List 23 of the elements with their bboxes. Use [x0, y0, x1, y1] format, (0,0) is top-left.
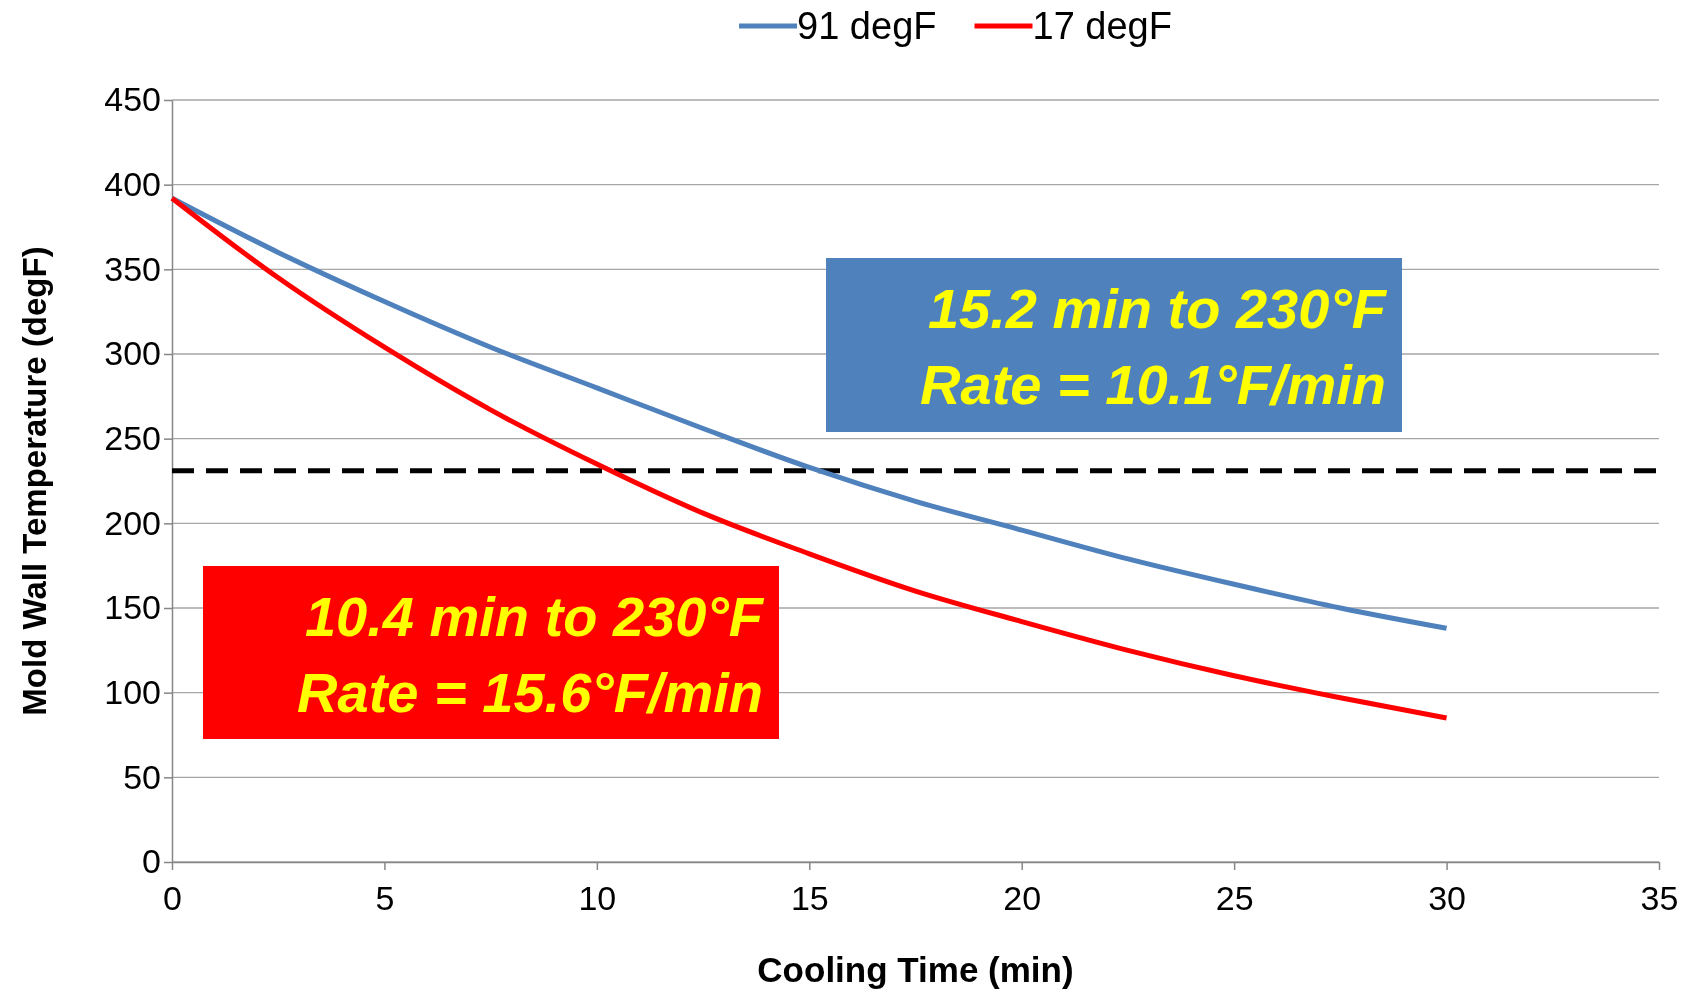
- x-tick-label: 15: [790, 879, 829, 918]
- legend-label: 91 degF: [797, 5, 937, 47]
- legend-label: 17 degF: [1032, 5, 1172, 47]
- x-tick-label: 30: [1428, 879, 1466, 918]
- x-tick-label: 10: [578, 879, 617, 918]
- y-axis-title: Mold Wall Temperature (degF): [16, 246, 53, 716]
- x-tick-label: 35: [1640, 879, 1679, 918]
- y-tick-label: 150: [104, 588, 161, 627]
- annotation: 10.4 min to 230°F Rate = 15.6°F/min: [297, 585, 765, 724]
- y-tick-label: 0: [142, 842, 161, 881]
- y-tick-label: 300: [104, 334, 161, 373]
- y-tick-label: 350: [104, 249, 161, 288]
- x-tick-label: 5: [375, 879, 395, 918]
- y-tick-label: 250: [104, 419, 161, 458]
- x-tick-label: 25: [1215, 879, 1254, 918]
- y-tick-label: 100: [104, 673, 161, 712]
- y-tick-label: 200: [104, 503, 161, 542]
- y-tick-label: 50: [123, 757, 161, 796]
- y-tick-label: 450: [104, 80, 161, 119]
- x-axis-title: Cooling Time (min): [757, 950, 1074, 989]
- y-tick-label: 400: [104, 165, 161, 204]
- x-tick-label: 20: [1003, 879, 1042, 918]
- annotation: 15.2 min to 230°F Rate = 10.1°F/min: [920, 277, 1388, 416]
